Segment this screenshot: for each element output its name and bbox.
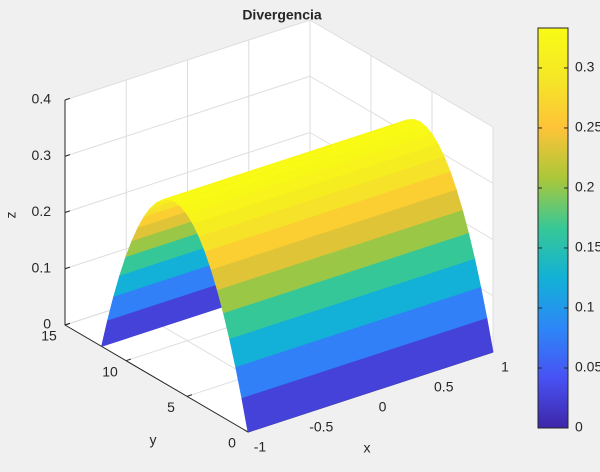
x-tick-label: -0.5: [309, 419, 333, 435]
x-tick-label: 1: [501, 359, 509, 375]
colorbar-tick-label: 0.25: [575, 119, 600, 135]
z-tick-label: 0.3: [32, 147, 52, 163]
y-tick-label: 5: [167, 399, 175, 415]
tick-mark: [186, 394, 193, 397]
z-axis-label: z: [3, 212, 19, 219]
tick-mark: [64, 322, 71, 326]
colorbar-tick-label: 0.3: [575, 59, 595, 75]
grid-line: [309, 19, 494, 128]
grid-line: [64, 75, 311, 157]
grid-line: [64, 132, 311, 213]
x-tick-label: 0: [379, 399, 387, 415]
tick-mark: [244, 429, 249, 433]
tick-mark: [64, 266, 71, 270]
colorbar-tick-label: 0.15: [575, 239, 600, 255]
y-tick-label: 10: [102, 363, 118, 379]
tick-mark: [125, 358, 132, 362]
y-tick-label: 0: [228, 435, 236, 451]
x-tick-label: 0.5: [434, 379, 454, 395]
y-tick-label: 15: [41, 328, 57, 344]
x-axis-label: x: [364, 440, 371, 456]
tick-mark: [64, 154, 71, 157]
z-tick-label: 0: [43, 316, 51, 332]
colorbar-tick-label: 0.1: [575, 299, 595, 315]
x-tick-label: -1: [254, 439, 267, 455]
y-axis-label: y: [150, 432, 157, 448]
colorbar-tick-label: 0: [575, 419, 583, 435]
surface-patch: [241, 317, 494, 433]
z-tick-label: 0.2: [32, 203, 52, 219]
chart-title: Divergencia: [242, 7, 322, 23]
z-tick-label: 0.1: [32, 259, 52, 275]
z-tick-label: 0.4: [32, 91, 52, 107]
colorbar: [537, 27, 569, 429]
tick-mark: [64, 97, 71, 101]
colorbar-tick-label: 0.05: [575, 359, 600, 375]
grid-line: [64, 19, 311, 101]
tick-mark: [64, 210, 71, 213]
colorbar-tick-label: 0.2: [575, 179, 595, 195]
